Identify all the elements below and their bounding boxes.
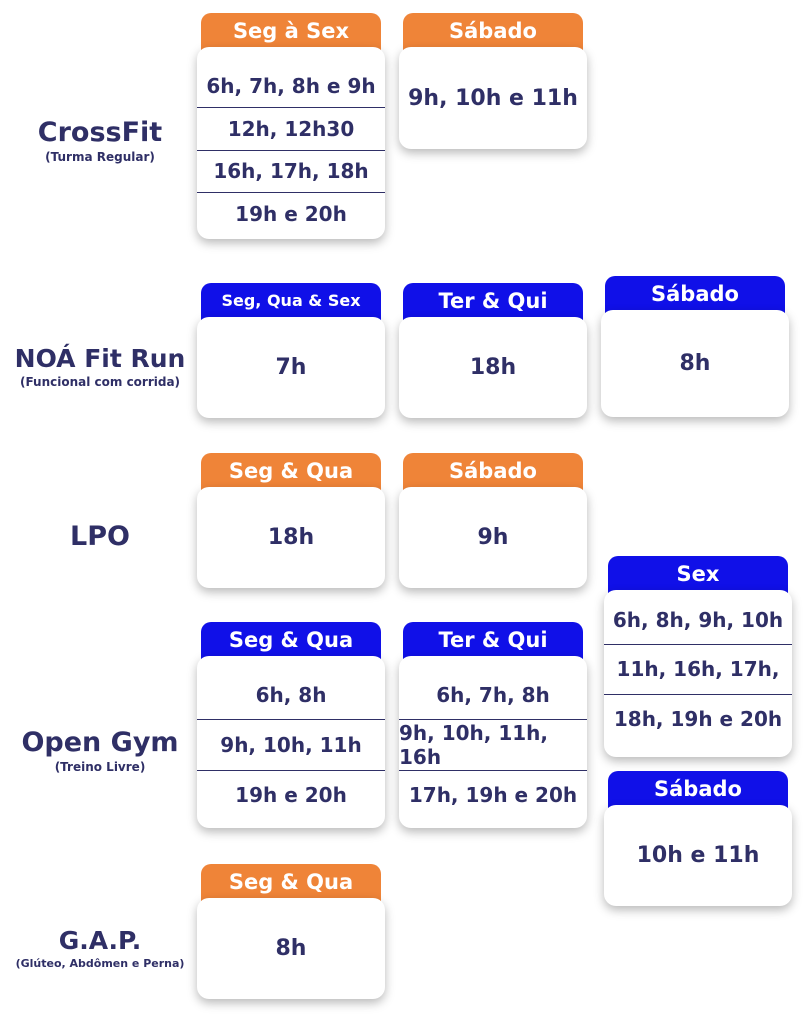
schedule-row: 6h, 7h, 8h e 9h: [197, 65, 385, 108]
lpo-label: LPO: [20, 522, 180, 552]
gap-sub: (Glúteo, Abdômen e Perna): [15, 956, 185, 970]
schedule-row: 6h, 8h: [197, 670, 385, 721]
schedule-row: 9h, 10h e 11h: [408, 85, 578, 111]
schedule-row: 8h: [679, 351, 711, 376]
opengym-tt-body: 6h, 7h, 8h 9h, 10h, 11h, 16h 17h, 19h e …: [399, 656, 587, 828]
opengym-name: Open Gym: [21, 727, 179, 758]
opengym-fri-card: Sex 6h, 8h, 9h, 10h 11h, 16h, 17h, 18h, …: [604, 556, 792, 757]
schedule-row: 17h, 19h e 20h: [408, 783, 578, 808]
schedule-row: 8h: [275, 936, 307, 961]
opengym-saturday-card: Sábado 10h e 11h: [604, 771, 792, 906]
lpo-mw-body: 18h: [197, 487, 385, 588]
opengym-fri-body: 6h, 8h, 9h, 10h 11h, 16h, 17h, 18h, 19h …: [604, 590, 792, 757]
fitrun-tt-body: 18h: [399, 317, 587, 418]
schedule-row: 7h: [275, 355, 307, 380]
crossfit-sub: (Turma Regular): [45, 149, 155, 164]
schedule-row: 18h, 19h e 20h: [613, 706, 783, 731]
crossfit-name: CrossFit: [37, 117, 163, 148]
schedule-row: 9h, 10h, 11h: [197, 720, 385, 771]
schedule-row: 11h, 16h, 17h,: [604, 645, 792, 695]
fitrun-saturday-body: 8h: [601, 310, 789, 417]
crossfit-saturday-card: Sábado 9h, 10h e 11h: [399, 13, 587, 149]
gap-name: G.A.P.: [58, 926, 142, 955]
lpo-name: LPO: [70, 521, 130, 552]
opengym-mw-body: 6h, 8h 9h, 10h, 11h 19h e 20h: [197, 656, 385, 828]
lpo-saturday-body: 9h: [399, 487, 587, 588]
lpo-saturday-card: Sábado 9h: [399, 453, 587, 588]
schedule-row: 18h: [469, 355, 517, 380]
fitrun-tt-card: Ter & Qui 18h: [399, 283, 587, 418]
crossfit-weekdays-body: 6h, 7h, 8h e 9h 12h, 12h30 16h, 17h, 18h…: [197, 47, 385, 239]
fitrun-name: NOÁ Fit Run: [14, 344, 186, 373]
fitrun-label: NOÁ Fit Run (Funcional com corrida): [8, 345, 192, 389]
schedule-row: 12h, 12h30: [197, 108, 385, 151]
opengym-mw-card: Seg & Qua 6h, 8h 9h, 10h, 11h 19h e 20h: [197, 622, 385, 828]
lpo-mw-card: Seg & Qua 18h: [197, 453, 385, 588]
schedule-row: 6h, 7h, 8h: [399, 670, 587, 721]
fitrun-saturday-card: Sábado 8h: [601, 276, 789, 417]
schedule-row: 9h, 10h, 11h, 16h: [399, 720, 587, 771]
gap-mw-body: 8h: [197, 898, 385, 999]
schedule-row: 18h: [267, 525, 315, 550]
gap-mw-card: Seg & Qua 8h: [197, 864, 385, 999]
opengym-sub: (Treino Livre): [54, 759, 146, 774]
schedule-row: 6h, 8h, 9h, 10h: [604, 596, 792, 646]
crossfit-label: CrossFit (Turma Regular): [20, 118, 180, 164]
schedule-row: 9h: [477, 525, 509, 550]
crossfit-weekdays-card: Seg à Sex 6h, 7h, 8h e 9h 12h, 12h30 16h…: [197, 13, 385, 239]
schedule-row: 16h, 17h, 18h: [197, 151, 385, 194]
fitrun-mwf-body: 7h: [197, 317, 385, 418]
opengym-tt-card: Ter & Qui 6h, 7h, 8h 9h, 10h, 11h, 16h 1…: [399, 622, 587, 828]
schedule-row: 10h e 11h: [636, 843, 760, 868]
fitrun-mwf-card: Seg, Qua & Sex 7h: [197, 283, 385, 418]
opengym-label: Open Gym (Treino Livre): [8, 728, 192, 774]
fitrun-sub: (Funcional com corrida): [19, 374, 181, 389]
crossfit-saturday-body: 9h, 10h e 11h: [399, 47, 587, 149]
schedule-row: 19h e 20h: [235, 783, 347, 808]
opengym-saturday-body: 10h e 11h: [604, 805, 792, 906]
gap-label: G.A.P. (Glúteo, Abdômen e Perna): [4, 927, 196, 970]
schedule-row: 19h e 20h: [235, 202, 347, 227]
